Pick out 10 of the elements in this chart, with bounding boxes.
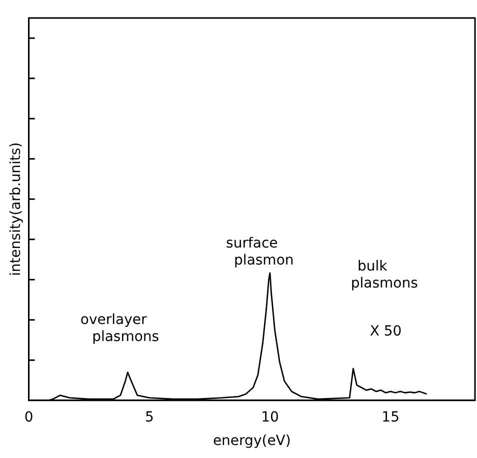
x-axis-title: energy(eV) [212, 433, 291, 450]
annotation: bulk plasmons [350, 258, 418, 292]
annotation: overlayer plasmons [80, 312, 160, 345]
x-tick-label: 0 [24, 409, 34, 426]
y-axis-title: intensity(arb.units) [8, 142, 24, 276]
x-tick-label: 10 [261, 409, 279, 426]
annotation: X 50 [370, 323, 402, 340]
text: surface plasmon [226, 235, 294, 268]
x-tick-label: 15 [382, 409, 400, 426]
x-tick-label: 5 [144, 409, 154, 426]
